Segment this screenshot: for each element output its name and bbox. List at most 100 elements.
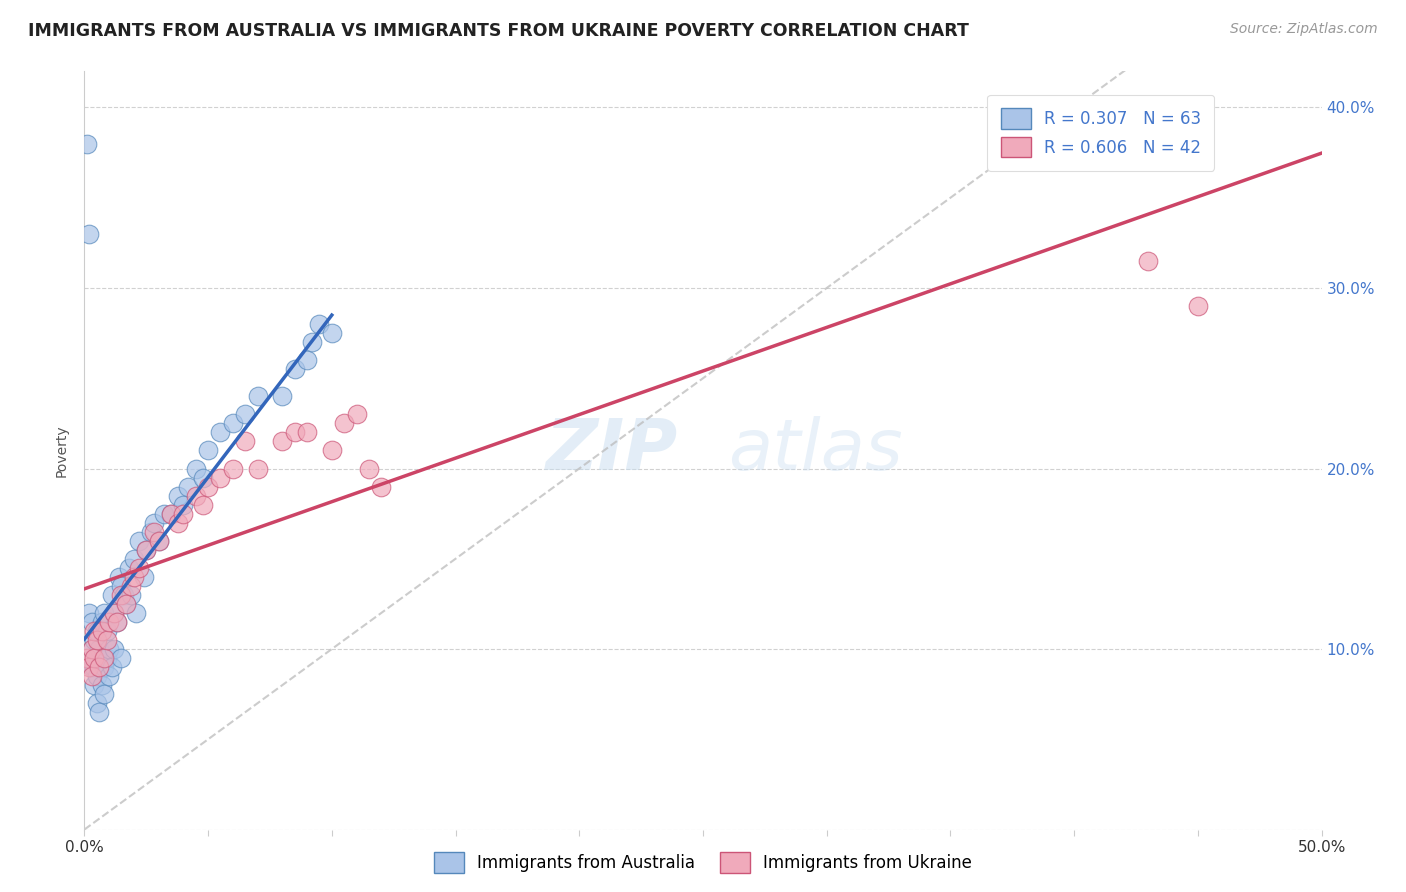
- Point: [103, 642, 125, 657]
- Point: [172, 498, 194, 512]
- Point: [177, 479, 200, 493]
- Point: [83, 624, 105, 638]
- Point: [308, 317, 330, 331]
- Point: [128, 533, 150, 548]
- Point: [184, 489, 207, 503]
- Point: [132, 570, 155, 584]
- Point: [76, 136, 98, 151]
- Point: [96, 633, 118, 648]
- Point: [110, 651, 132, 665]
- Point: [142, 516, 165, 530]
- Point: [100, 588, 122, 602]
- Point: [333, 417, 356, 431]
- Point: [1137, 253, 1160, 268]
- Point: [110, 588, 132, 602]
- Point: [120, 579, 142, 593]
- Point: [86, 696, 108, 710]
- Y-axis label: Poverty: Poverty: [55, 425, 69, 476]
- Point: [167, 489, 190, 503]
- Point: [295, 425, 318, 440]
- Point: [125, 606, 148, 620]
- Point: [172, 507, 194, 521]
- Point: [160, 507, 183, 521]
- Point: [167, 516, 190, 530]
- Point: [98, 669, 121, 683]
- Point: [184, 461, 207, 475]
- Point: [90, 615, 112, 629]
- Point: [152, 507, 174, 521]
- Point: [209, 425, 232, 440]
- Point: [122, 551, 145, 566]
- Point: [197, 479, 219, 493]
- Point: [128, 561, 150, 575]
- Point: [209, 470, 232, 484]
- Text: IMMIGRANTS FROM AUSTRALIA VS IMMIGRANTS FROM UKRAINE POVERTY CORRELATION CHART: IMMIGRANTS FROM AUSTRALIA VS IMMIGRANTS …: [28, 22, 969, 40]
- Point: [89, 705, 111, 719]
- Point: [141, 524, 163, 539]
- Point: [79, 227, 101, 241]
- Point: [83, 633, 105, 648]
- Point: [120, 588, 142, 602]
- Legend: Immigrants from Australia, Immigrants from Ukraine: Immigrants from Australia, Immigrants fr…: [427, 846, 979, 880]
- Point: [86, 633, 108, 648]
- Point: [86, 624, 108, 638]
- Point: [148, 533, 170, 548]
- Point: [135, 542, 157, 557]
- Point: [321, 326, 343, 340]
- Point: [295, 353, 318, 368]
- Point: [83, 651, 105, 665]
- Point: [110, 579, 132, 593]
- Point: [96, 651, 118, 665]
- Point: [301, 335, 323, 350]
- Point: [115, 597, 138, 611]
- Text: ZIP: ZIP: [546, 416, 678, 485]
- Point: [98, 642, 121, 657]
- Point: [160, 507, 183, 521]
- Point: [271, 434, 294, 449]
- Point: [100, 660, 122, 674]
- Text: atlas: atlas: [728, 416, 903, 485]
- Point: [118, 561, 141, 575]
- Point: [80, 660, 103, 674]
- Point: [90, 624, 112, 638]
- Point: [191, 470, 214, 484]
- Point: [93, 687, 115, 701]
- Point: [115, 597, 138, 611]
- Legend: R = 0.307   N = 63, R = 0.606   N = 42: R = 0.307 N = 63, R = 0.606 N = 42: [987, 95, 1215, 170]
- Point: [89, 660, 111, 674]
- Point: [83, 678, 105, 692]
- Point: [108, 570, 131, 584]
- Point: [76, 651, 98, 665]
- Point: [191, 498, 214, 512]
- Point: [105, 615, 128, 629]
- Point: [271, 389, 294, 403]
- Point: [80, 642, 103, 657]
- Point: [105, 615, 128, 629]
- Point: [370, 479, 392, 493]
- Point: [79, 606, 101, 620]
- Point: [103, 606, 125, 620]
- Point: [321, 443, 343, 458]
- Point: [1187, 299, 1209, 313]
- Point: [197, 443, 219, 458]
- Point: [86, 651, 108, 665]
- Point: [96, 624, 118, 638]
- Point: [86, 669, 108, 683]
- Point: [135, 542, 157, 557]
- Point: [233, 408, 256, 422]
- Point: [103, 606, 125, 620]
- Point: [93, 606, 115, 620]
- Point: [80, 615, 103, 629]
- Point: [90, 678, 112, 692]
- Point: [80, 669, 103, 683]
- Point: [357, 461, 380, 475]
- Point: [142, 524, 165, 539]
- Point: [246, 461, 269, 475]
- Point: [93, 651, 115, 665]
- Point: [80, 642, 103, 657]
- Point: [222, 461, 245, 475]
- Text: Source: ZipAtlas.com: Source: ZipAtlas.com: [1230, 22, 1378, 37]
- Point: [93, 660, 115, 674]
- Point: [346, 408, 368, 422]
- Point: [98, 615, 121, 629]
